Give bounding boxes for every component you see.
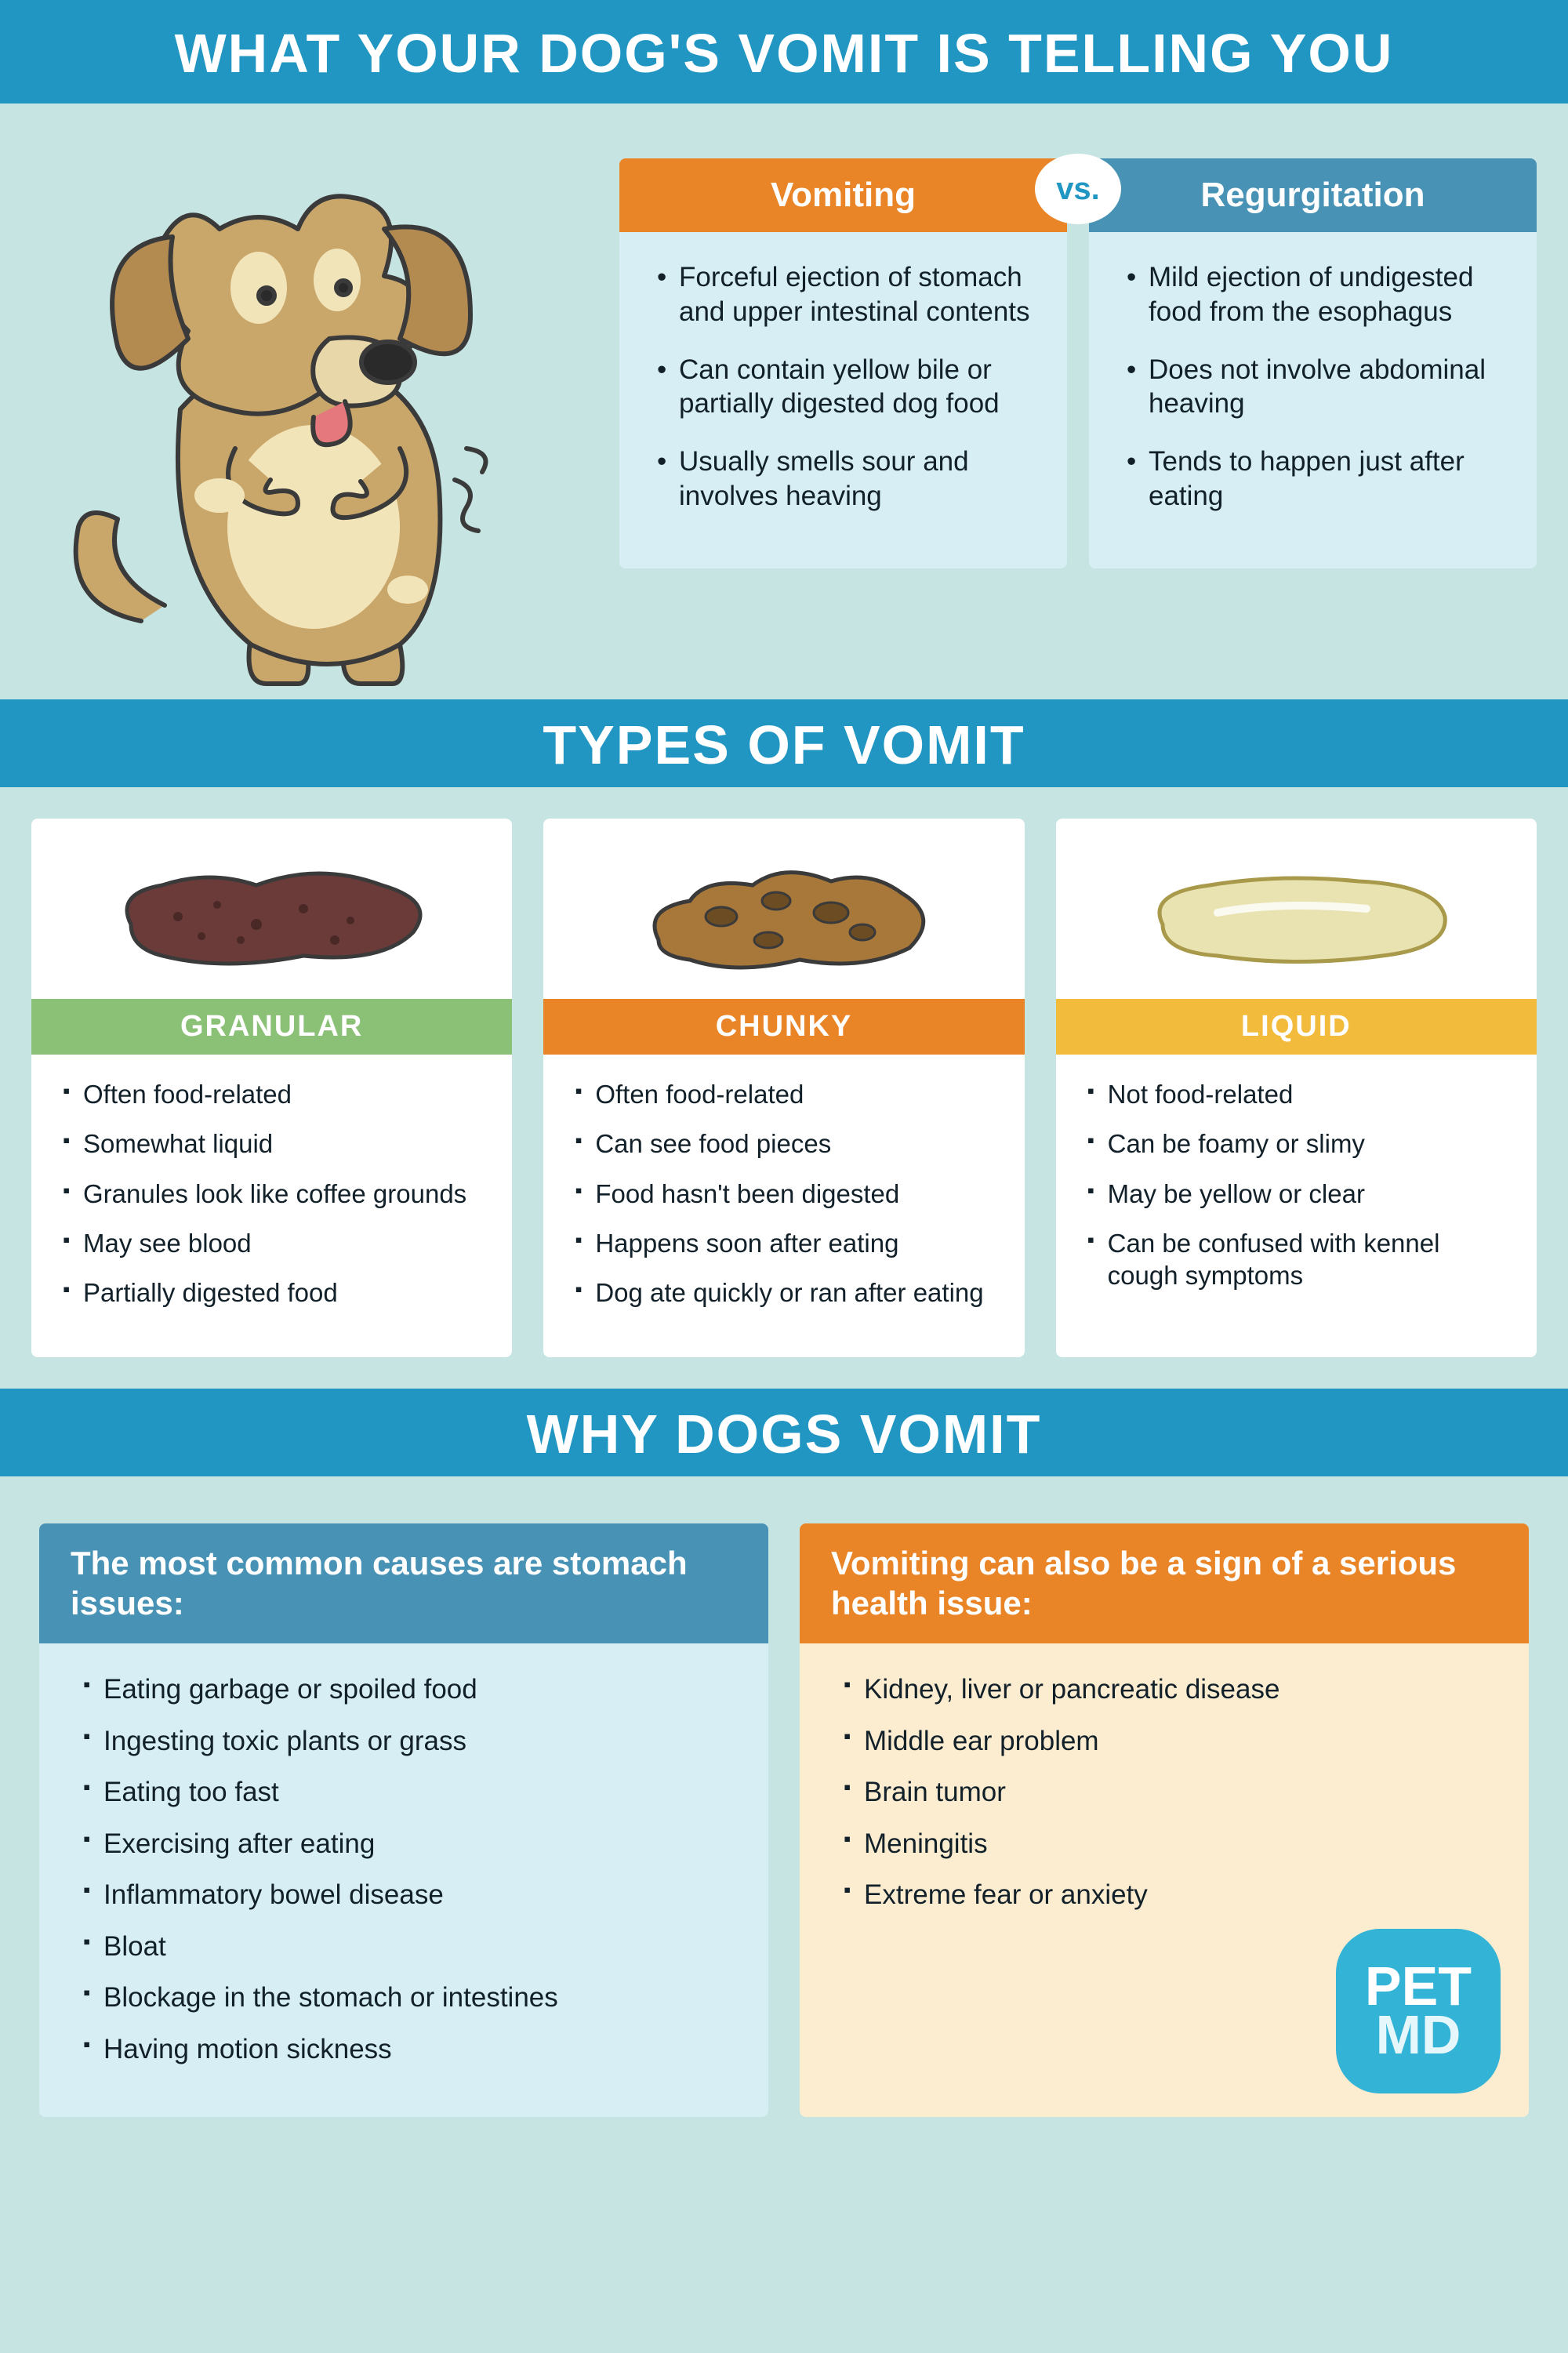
list-item: Tends to happen just after eating [1127, 445, 1505, 514]
serious-issues-title: Vomiting can also be a sign of a serious… [800, 1523, 1529, 1643]
list-item: May see blood [63, 1227, 481, 1259]
liquid-illustration [1056, 819, 1537, 999]
list-item: Exercising after eating [83, 1826, 731, 1862]
types-grid: GRANULAR Often food-related Somewhat liq… [0, 787, 1568, 1389]
list-item: Not food-related [1087, 1078, 1505, 1110]
why-grid: The most common causes are stomach issue… [0, 1476, 1568, 2180]
regurgitation-card-title: Regurgitation [1089, 158, 1537, 232]
petmd-logo: PET MD [1336, 1929, 1501, 2093]
vs-badge-label: vs. [1056, 172, 1100, 207]
list-item: Meningitis [844, 1826, 1491, 1862]
list-item: May be yellow or clear [1087, 1178, 1505, 1210]
list-item: Extreme fear or anxiety [844, 1877, 1491, 1913]
common-causes-title: The most common causes are stomach issue… [39, 1523, 768, 1643]
list-item: Brain tumor [844, 1774, 1491, 1810]
granular-body: Often food-related Somewhat liquid Granu… [31, 1055, 512, 1357]
type-title-granular: GRANULAR [31, 999, 512, 1055]
list-item: Somewhat liquid [63, 1127, 481, 1160]
main-title: WHAT YOUR DOG'S VOMIT IS TELLING YOU [175, 23, 1394, 84]
liquid-body: Not food-related Can be foamy or slimy M… [1056, 1055, 1537, 1340]
logo-line2: MD [1376, 2011, 1461, 2060]
section-vomit-vs-regurgitation: Vomiting Forceful ejection of stomach an… [0, 103, 1568, 699]
list-item: Ingesting toxic plants or grass [83, 1723, 731, 1759]
vomiting-card: Vomiting Forceful ejection of stomach an… [619, 158, 1067, 568]
serious-issues-list: Kidney, liver or pancreatic disease Midd… [800, 1643, 1529, 1963]
list-item: Middle ear problem [844, 1723, 1491, 1759]
list-item: Granules look like coffee grounds [63, 1178, 481, 1210]
list-item: Partially digested food [63, 1276, 481, 1309]
type-title-chunky: CHUNKY [543, 999, 1024, 1055]
list-item: Inflammatory bowel disease [83, 1877, 731, 1913]
common-causes-body: Eating garbage or spoiled food Ingesting… [39, 1643, 768, 2117]
list-item: Can be confused with kennel cough sympto… [1087, 1227, 1505, 1292]
type-card-chunky: CHUNKY Often food-related Can see food p… [543, 819, 1024, 1357]
list-item: Happens soon after eating [575, 1227, 993, 1259]
vs-badge: vs. [1035, 154, 1121, 224]
list-item: Eating too fast [83, 1774, 731, 1810]
list-item: Often food-related [63, 1078, 481, 1110]
list-item: Mild ejection of undigested food from th… [1127, 260, 1505, 329]
regurgitation-card: Regurgitation Mild ejection of undigeste… [1089, 158, 1537, 568]
list-item: Kidney, liver or pancreatic disease [844, 1672, 1491, 1708]
main-title-bar: WHAT YOUR DOG'S VOMIT IS TELLING YOU [0, 0, 1568, 103]
list-item: Often food-related [575, 1078, 993, 1110]
list-item: Bloat [83, 1929, 731, 1965]
type-card-granular: GRANULAR Often food-related Somewhat liq… [31, 819, 512, 1357]
regurgitation-card-body: Mild ejection of undigested food from th… [1089, 232, 1537, 568]
granular-list: Often food-related Somewhat liquid Granu… [31, 1055, 512, 1357]
vs-comparison-row: Vomiting Forceful ejection of stomach an… [619, 135, 1537, 699]
list-item: Forceful ejection of stomach and upper i… [657, 260, 1036, 329]
list-item: Eating garbage or spoiled food [83, 1672, 731, 1708]
types-of-vomit-heading: TYPES OF VOMIT [0, 699, 1568, 787]
vomiting-card-body: Forceful ejection of stomach and upper i… [619, 232, 1067, 568]
list-item: Having motion sickness [83, 2032, 731, 2068]
infographic-page: WHAT YOUR DOG'S VOMIT IS TELLING YOU [0, 0, 1568, 2180]
list-item: Food hasn't been digested [575, 1178, 993, 1210]
list-item: Does not involve abdominal heaving [1127, 353, 1505, 422]
common-causes-card: The most common causes are stomach issue… [39, 1523, 768, 2117]
liquid-list: Not food-related Can be foamy or slimy M… [1056, 1055, 1537, 1340]
common-causes-list: Eating garbage or spoiled food Ingesting… [39, 1643, 768, 2117]
types-heading-text: TYPES OF VOMIT [543, 714, 1025, 775]
list-item: Usually smells sour and involves heaving [657, 445, 1036, 514]
list-item: Can contain yellow bile or partially dig… [657, 353, 1036, 422]
granular-illustration [31, 819, 512, 999]
type-title-liquid: LIQUID [1056, 999, 1537, 1055]
vomiting-list: Forceful ejection of stomach and upper i… [657, 260, 1036, 514]
why-dogs-vomit-heading: WHY DOGS VOMIT [0, 1389, 1568, 1476]
list-item: Dog ate quickly or ran after eating [575, 1276, 993, 1309]
list-item: Can be foamy or slimy [1087, 1127, 1505, 1160]
serious-issues-card: Vomiting can also be a sign of a serious… [800, 1523, 1529, 2117]
vomiting-card-title: Vomiting [619, 158, 1067, 232]
regurgitation-list: Mild ejection of undigested food from th… [1127, 260, 1505, 514]
list-item: Blockage in the stomach or intestines [83, 1980, 731, 2016]
chunky-list: Often food-related Can see food pieces F… [543, 1055, 1024, 1357]
list-item: Can see food pieces [575, 1127, 993, 1160]
chunky-body: Often food-related Can see food pieces F… [543, 1055, 1024, 1357]
type-card-liquid: LIQUID Not food-related Can be foamy or … [1056, 819, 1537, 1357]
sick-dog-illustration [31, 135, 596, 699]
chunky-illustration [543, 819, 1024, 999]
serious-issues-body: Kidney, liver or pancreatic disease Midd… [800, 1643, 1529, 1963]
why-heading-text: WHY DOGS VOMIT [527, 1403, 1042, 1465]
